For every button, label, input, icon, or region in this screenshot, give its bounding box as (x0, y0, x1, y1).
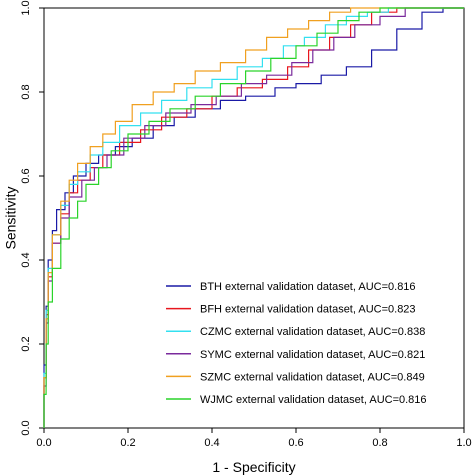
plot-frame (43, 7, 465, 429)
y-tick-label: 0.2 (20, 336, 32, 351)
series-line-5 (43, 7, 464, 428)
legend-label-0: BTH external validation dataset, AUC=0.8… (200, 281, 416, 293)
y-axis-label: Sensitivity (3, 186, 19, 249)
legend-label-3: SYMC external validation dataset, AUC=0.… (200, 349, 425, 361)
plot-border (43, 7, 465, 429)
series-line-3 (43, 7, 464, 428)
series-lines (43, 7, 464, 428)
legend-label-2: CZMC external validation dataset, AUC=0.… (200, 326, 425, 338)
y-tick-label: 0.8 (20, 84, 32, 99)
x-tick-label: 0.8 (372, 437, 387, 449)
y-tick-label: 0.6 (20, 168, 32, 183)
axes: 0.0 0.2 0.4 0.6 0.8 1.0 0.0 0.2 0.4 0.6 0.8 1.0 (20, 0, 472, 449)
x-axis-label: 1 - Specificity (212, 459, 295, 475)
legend: BTH external validation dataset, AUC=0.8… (166, 281, 427, 406)
series-line-4 (43, 7, 464, 428)
series-line-0 (43, 7, 464, 428)
legend-label-5: WJMC external validation dataset, AUC=0.… (200, 394, 427, 406)
legend-label-1: BFH external validation dataset, AUC=0.8… (200, 304, 416, 316)
legend-label-4: SZMC external validation dataset, AUC=0.… (200, 371, 425, 383)
x-tick-label: 0.6 (288, 437, 303, 449)
x-tick-label: 0.2 (120, 437, 135, 449)
x-tick-label: 1.0 (456, 437, 471, 449)
x-tick-label: 0.0 (36, 437, 51, 449)
x-tick-label: 0.4 (204, 437, 219, 449)
y-tick-label: 0.4 (20, 252, 32, 267)
y-tick-label: 1.0 (20, 0, 32, 15)
y-tick-label: 0.0 (20, 420, 32, 435)
